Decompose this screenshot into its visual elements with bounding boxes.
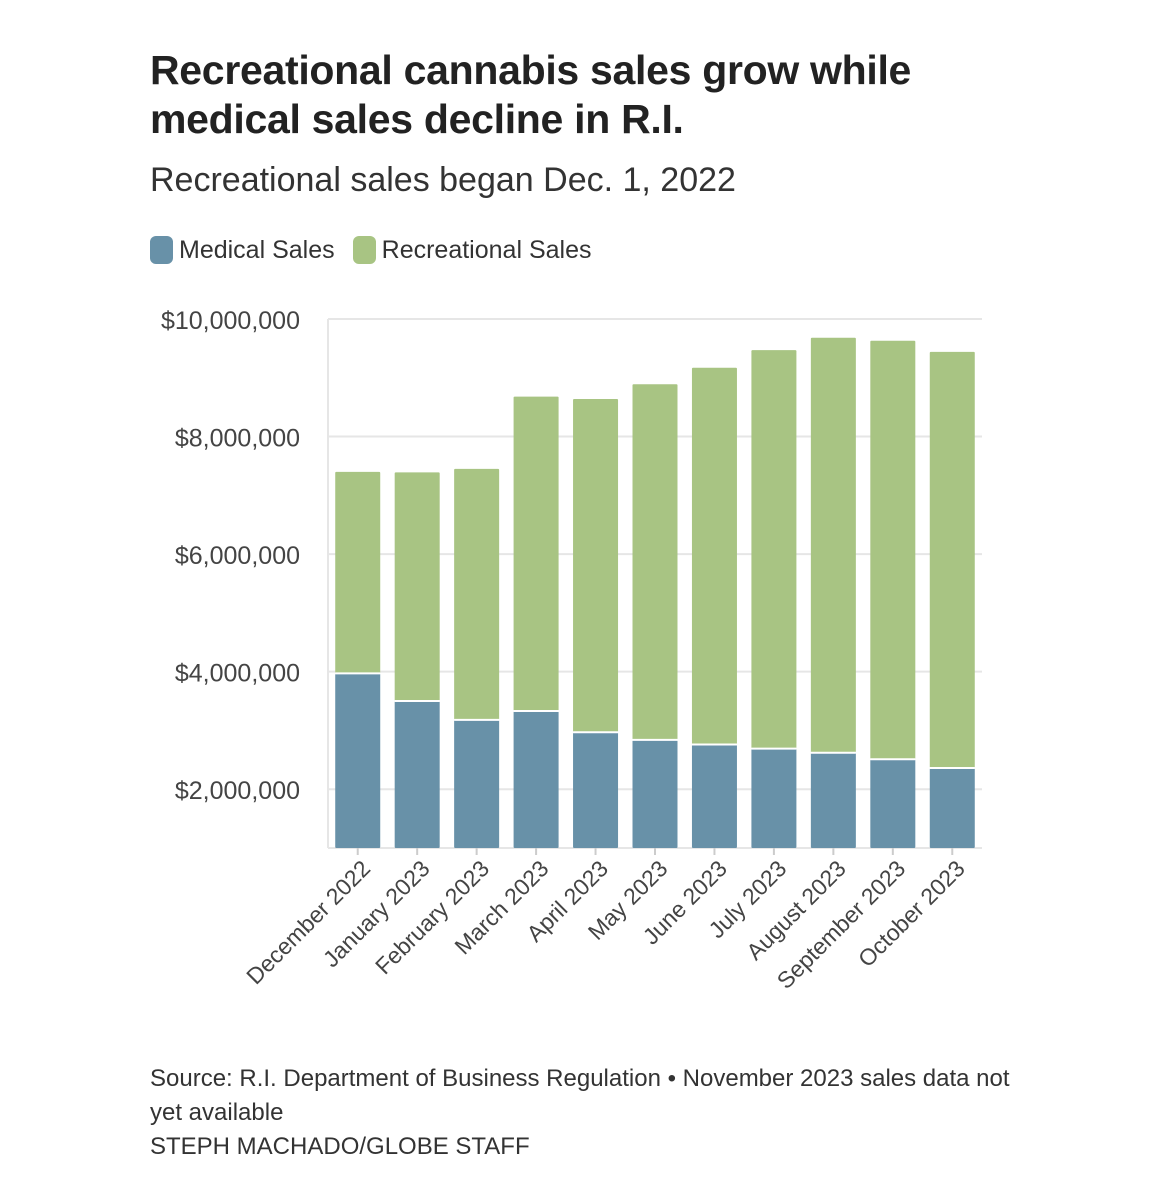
y-tick-label: $4,000,000: [175, 660, 300, 688]
bar-recreational: [870, 340, 916, 760]
y-tick-label: $10,000,000: [161, 307, 300, 335]
chart-title: Recreational cannabis sales grow while m…: [150, 47, 912, 142]
bar-medical: [394, 701, 440, 848]
bar-recreational: [335, 471, 381, 674]
staff-credit: STEPH MACHADO/GLOBE STAFF: [150, 1133, 530, 1160]
bar-recreational: [394, 472, 440, 702]
bar-recreational: [573, 398, 619, 733]
bar-medical: [513, 711, 559, 848]
bar-recreational: [929, 351, 975, 769]
chart-footer: Source: R.I. Department of Business Regu…: [150, 1062, 1010, 1164]
legend-swatch-medical: [150, 236, 173, 264]
bar-medical: [810, 752, 856, 848]
chart-subtitle: Recreational sales began Dec. 1, 2022: [150, 161, 736, 199]
chart-legend: Medical Sales Recreational Sales: [150, 232, 609, 268]
y-tick-label: $6,000,000: [175, 542, 300, 570]
bar-recreational: [751, 350, 797, 749]
legend-item-recreational: Recreational Sales: [352, 235, 592, 265]
bar-medical: [870, 759, 916, 848]
source-note: Source: R.I. Department of Business Regu…: [150, 1065, 1010, 1126]
bar-recreational: [810, 337, 856, 753]
legend-label-recreational: Recreational Sales: [381, 235, 592, 264]
bar-medical: [632, 739, 678, 848]
bar-medical: [691, 744, 737, 848]
bar-medical: [929, 768, 975, 848]
bar-medical: [573, 732, 619, 848]
y-tick-label: $8,000,000: [175, 425, 300, 453]
bar-medical: [454, 719, 500, 848]
legend-item-medical: Medical Sales: [150, 236, 335, 265]
bar-recreational: [513, 396, 559, 712]
legend-label-medical: Medical Sales: [179, 235, 335, 264]
bar-medical: [751, 748, 797, 848]
bar-recreational: [691, 367, 737, 745]
legend-swatch-recreational: [352, 236, 376, 264]
bar-recreational: [454, 468, 500, 720]
x-tick-label: October 2023: [853, 855, 970, 972]
y-tick-label: $2,000,000: [175, 777, 300, 805]
bar-medical: [335, 673, 381, 848]
bar-recreational: [632, 384, 678, 740]
